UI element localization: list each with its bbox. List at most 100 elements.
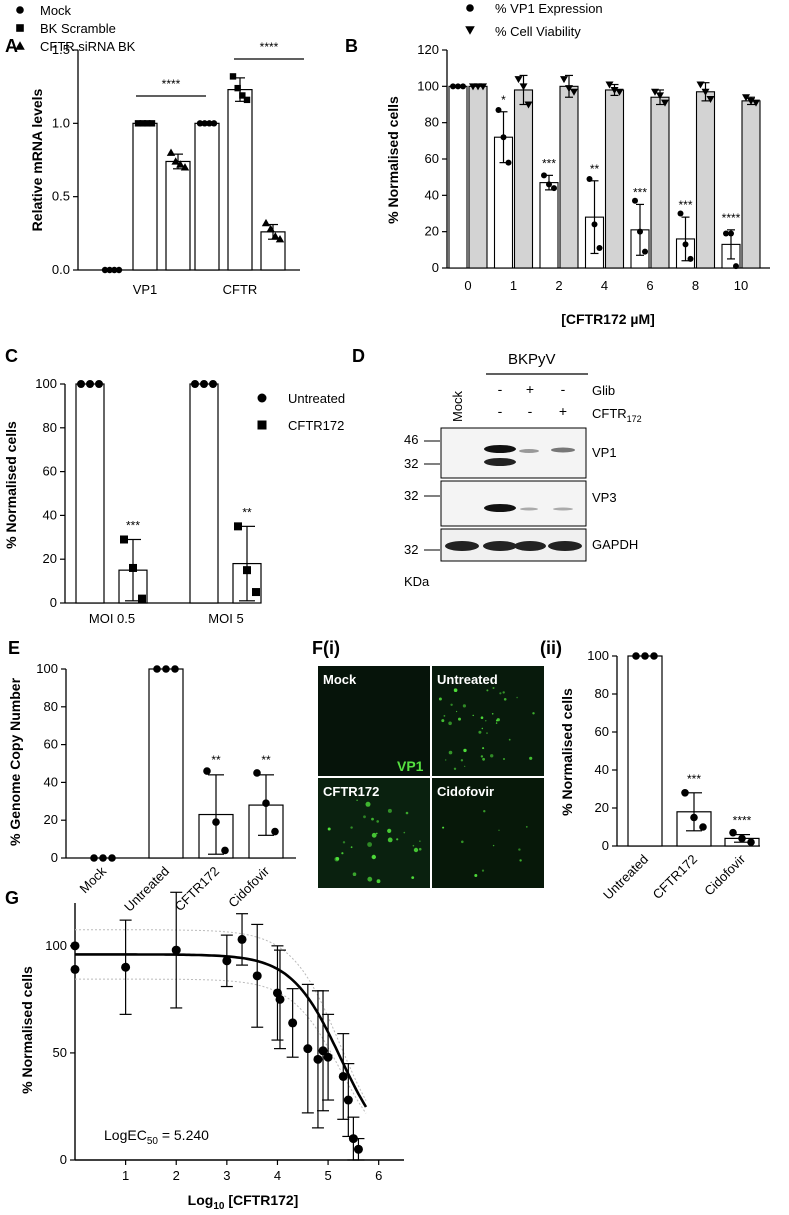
micro-spot-0-15 [532, 712, 535, 715]
fii-point-2-2 [747, 838, 755, 846]
micro-spot-2-8 [483, 810, 486, 813]
a-point-0-1-0 [134, 120, 142, 127]
a-point-0-0-0 [101, 266, 109, 274]
a-point-0-1-2 [144, 120, 151, 127]
b-x-tick-label-5: 8 [692, 278, 699, 293]
a-point-0-1-3 [148, 120, 156, 127]
e-point-1-0 [153, 665, 161, 673]
b-point-1-1-0 [514, 76, 523, 84]
e-bar-1 [148, 668, 184, 859]
b-point-6-0-2 [733, 263, 739, 270]
g-x-tick-label-0: 1 [122, 1168, 129, 1183]
blot-band-label-gapdh: GAPDH [592, 537, 638, 552]
micro-spot-0-31 [443, 715, 446, 717]
b-point-0-0-0 [450, 83, 456, 90]
blot-glib-sign-1: - [498, 381, 503, 397]
micro-spot-0-20 [492, 687, 495, 689]
micro-spot-2-6 [442, 826, 445, 829]
blot-band-label-vp1: VP1 [592, 445, 617, 460]
blot-band-vp1-lane3 [519, 449, 539, 453]
b-point-2-1-0 [560, 76, 568, 84]
micro-spot-1-8 [327, 827, 331, 831]
b-x-tick-label-4: 6 [646, 278, 653, 293]
b-y-tick-label-3: 60 [425, 151, 439, 166]
c-point-0-1-0 [120, 535, 128, 544]
e-y-axis-label: % Genome Copy Number [7, 677, 23, 846]
micro-spot-1-15 [412, 844, 415, 847]
micro-spot-1-26 [350, 826, 353, 829]
b-point-2-0-0 [541, 172, 547, 179]
a-sig-label-0: **** [162, 77, 181, 91]
b-bar-1-1 [513, 89, 534, 269]
b-point-6-1-2 [752, 99, 760, 107]
e-x-tick-label-0: Mock [77, 863, 110, 896]
micro-spot-0-0 [486, 732, 488, 734]
g-point-5 [237, 934, 247, 944]
blot-glib-sign-2: + [526, 381, 534, 397]
c-point-1-0-0 [191, 380, 199, 388]
a-bar-0-2 [165, 160, 191, 271]
b-y-tick-label-1: 20 [425, 224, 439, 239]
micro-spot-1-25 [335, 857, 340, 861]
b-point-3-0-2 [596, 245, 603, 252]
micro-spot-1-29 [418, 847, 422, 851]
blot-cftr-sign-1: - [498, 403, 503, 419]
e-y-tick-label-2: 40 [44, 774, 58, 789]
micro-spot-0-9 [491, 713, 494, 715]
b-x-axis-label: [CFTR172 µM] [561, 311, 655, 327]
blot-treatment-signs: - + - - - + [498, 381, 567, 419]
a-y-axis-label: Relative mRNA levels [29, 88, 45, 231]
b-y-tick-label-0: 0 [432, 260, 439, 275]
e-point-0-0 [90, 854, 98, 862]
b-point-0-1-2 [479, 83, 487, 91]
a-point-0-0-3 [115, 266, 123, 274]
blot-cftr-sign-3: + [559, 403, 567, 419]
b-x-tick-label-0: 0 [464, 278, 471, 293]
b-bar-2-1 [559, 85, 579, 269]
blot-cftr-subscript: 172 [627, 414, 642, 424]
a-bar-1-1 [227, 88, 253, 271]
fii-y-tick-label-5: 100 [587, 648, 609, 663]
micro-spot-1-27 [413, 847, 419, 853]
blot-band-gapdh-lane2 [483, 541, 517, 551]
micro-spot-0-8 [453, 767, 457, 770]
blot-mock-label: Mock [450, 390, 465, 422]
g-point-2 [121, 962, 131, 972]
micro-spot-0-39 [480, 716, 484, 719]
c-y-tick-label-5: 100 [35, 376, 57, 391]
e-x-tick-label-1: Untreated [121, 864, 172, 915]
g-point-13 [323, 1052, 333, 1062]
b-sig-label-4: *** [633, 185, 647, 199]
micro-spot-1-12 [341, 852, 344, 855]
micro-spot-0-37 [445, 759, 447, 761]
e-y-tick-label-1: 20 [44, 812, 58, 827]
c-point-0-0-1 [86, 380, 94, 388]
g-point-11 [313, 1054, 323, 1064]
fii-x-tick-label-1: CFTR172 [650, 852, 700, 902]
c-sig-label-1: ** [242, 505, 252, 519]
micro-spot-0-18 [463, 748, 467, 753]
g-point-3 [171, 945, 181, 955]
a-point-1-0-0 [196, 120, 204, 127]
b-sig-label-3: ** [590, 162, 600, 176]
g-point-1 [70, 964, 80, 974]
c-point-1-1-2 [252, 588, 260, 597]
a-y-tick-label-2: 1.0 [52, 115, 70, 130]
b-point-6-0-0 [723, 230, 729, 237]
panel-label-a: A [5, 36, 18, 56]
b-point-5-1-2 [706, 96, 715, 104]
b-bar-4-1 [650, 96, 670, 269]
b-point-4-0-1 [637, 228, 643, 235]
blot-cftr-label: CFTR172 [592, 406, 642, 424]
a-point-0-2-1 [171, 157, 180, 165]
fii-x-tick-label-2: Cidofovir [701, 851, 748, 898]
blot-vp1-membrane [440, 427, 587, 479]
micro-fluorescent-spots [327, 687, 535, 884]
g-point-15 [343, 1095, 353, 1105]
blot-band-vp1-lane4 [551, 447, 575, 453]
g-y-tick-label-1: 50 [53, 1045, 67, 1060]
c-y-axis-label: % Normalised cells [3, 421, 19, 549]
